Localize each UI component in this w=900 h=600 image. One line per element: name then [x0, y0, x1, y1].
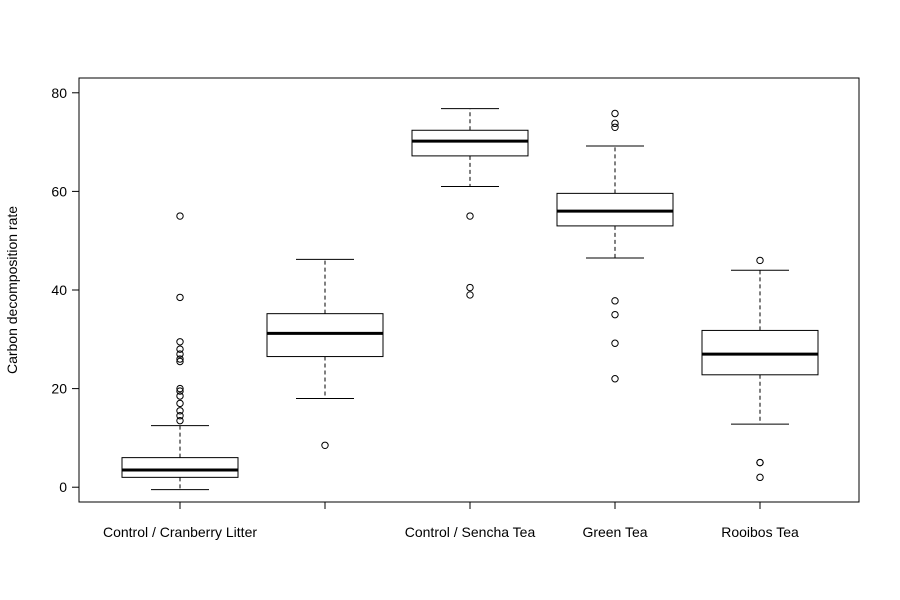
outlier-point	[176, 384, 184, 393]
outlier-point	[611, 109, 619, 118]
box-group	[701, 256, 819, 482]
outlier-point	[611, 119, 619, 128]
x-axis: Control / Cranberry Litter Control / Senc…	[103, 502, 799, 540]
outlier-point	[466, 212, 474, 220]
box-group	[121, 212, 239, 491]
y-axis: 0 20 40 60 80	[51, 85, 79, 495]
outlier-point	[176, 345, 184, 353]
x-tick-label: Green Tea	[582, 524, 647, 540]
outlier-point	[321, 441, 329, 450]
box-group	[556, 109, 674, 383]
y-tick-label: 0	[59, 479, 67, 495]
box-group	[411, 108, 529, 299]
outlier-point	[176, 387, 184, 395]
box-iqr	[266, 313, 384, 358]
box-iqr	[411, 129, 529, 157]
outlier-point	[176, 293, 184, 302]
outlier-point	[611, 123, 619, 132]
outlier-point	[176, 416, 184, 425]
outlier-point	[176, 355, 184, 363]
outlier-point	[756, 458, 764, 467]
outlier-point	[176, 407, 184, 415]
x-tick-label: Control / Sencha Tea	[405, 524, 536, 540]
outlier-point	[611, 375, 619, 383]
x-tick-label: Control / Cranberry Litter	[103, 524, 257, 540]
outlier-point	[611, 339, 619, 347]
outlier-point	[176, 357, 184, 366]
outlier-point	[176, 392, 184, 400]
outlier-point	[611, 310, 619, 319]
outlier-point	[756, 256, 764, 265]
y-tick-label: 20	[51, 381, 67, 397]
outlier-point	[176, 350, 184, 358]
x-tick-label: Rooibos Tea	[721, 524, 799, 540]
outlier-point	[176, 412, 184, 420]
box-group	[266, 258, 384, 450]
y-axis-label: Carbon decomposition rate	[4, 206, 20, 374]
outlier-point	[176, 338, 184, 346]
outlier-point	[611, 297, 619, 305]
y-tick-label: 80	[51, 85, 67, 101]
outlier-point	[466, 291, 474, 299]
y-tick-label: 60	[51, 183, 67, 199]
outlier-point	[466, 283, 474, 292]
outlier-point	[176, 212, 184, 220]
outlier-point	[176, 399, 184, 408]
box-series	[121, 108, 819, 491]
outlier-point	[756, 473, 764, 482]
y-tick-label: 40	[51, 282, 67, 298]
box-iqr	[121, 457, 239, 478]
